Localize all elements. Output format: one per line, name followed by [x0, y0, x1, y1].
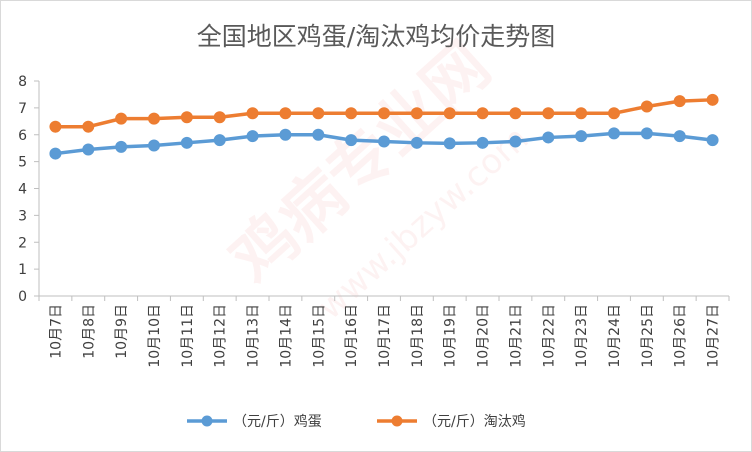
- data-point-series-1: [410, 136, 423, 149]
- x-tick-label: 10月16日: [344, 304, 360, 368]
- data-point-series-2: [509, 107, 522, 120]
- data-point-series-2: [706, 93, 719, 106]
- data-point-series-1: [115, 140, 128, 153]
- data-point-series-2: [410, 107, 423, 120]
- data-point-series-2: [115, 112, 128, 125]
- data-point-series-2: [476, 107, 489, 120]
- data-point-series-2: [279, 107, 292, 120]
- x-tick-label: 10月14日: [278, 304, 294, 368]
- y-tick-label: 6: [18, 128, 27, 144]
- y-tick-label: 3: [18, 208, 27, 224]
- x-tick-label: 10月13日: [246, 304, 262, 368]
- legend-swatch-marker-2: [391, 415, 403, 427]
- y-tick-label: 4: [18, 182, 27, 198]
- y-tick-label: 5: [18, 155, 27, 171]
- y-tick-label: 0: [18, 289, 27, 305]
- data-point-series-2: [180, 111, 193, 124]
- data-point-series-1: [640, 127, 653, 140]
- x-tick-label: 10月9日: [114, 304, 130, 359]
- data-point-series-2: [443, 107, 456, 120]
- plot-area: 0 1 2 3 4 5 6 7 8 10月7日 10月8日 10月9日 10月10日 10月11日 10月1…: [18, 74, 730, 368]
- data-point-series-2: [608, 107, 620, 120]
- data-point-series-1: [575, 130, 588, 143]
- data-point-series-1: [345, 134, 358, 147]
- y-tick-label: 2: [18, 235, 27, 251]
- legend-label-1: （元/斤）鸡蛋: [233, 413, 322, 430]
- data-point-series-2: [575, 107, 588, 120]
- data-point-series-2: [246, 107, 259, 120]
- legend-swatch-marker-1: [201, 415, 213, 427]
- data-point-series-2: [49, 120, 62, 133]
- data-point-series-1: [378, 135, 390, 148]
- data-point-series-1: [82, 143, 95, 156]
- data-point-series-2: [542, 107, 555, 120]
- y-tick-label: 1: [18, 262, 27, 278]
- x-tick-label: 10月22日: [541, 304, 557, 368]
- data-point-series-1: [279, 128, 292, 141]
- data-point-series-1: [213, 134, 226, 147]
- data-point-series-2: [312, 107, 325, 120]
- data-point-series-1: [246, 130, 259, 143]
- x-tick-label: 10月25日: [640, 304, 656, 368]
- data-point-series-1: [673, 130, 686, 143]
- watermark: 鸡病专业网 www.jbzyw.com: [217, 29, 536, 328]
- data-point-series-2: [345, 107, 358, 120]
- legend-label-2: （元/斤）淘汰鸡: [423, 413, 526, 430]
- data-point-series-1: [148, 139, 160, 152]
- x-tick-label: 10月26日: [673, 304, 689, 368]
- x-tick-label: 10月21日: [508, 304, 524, 368]
- data-point-series-2: [640, 100, 653, 113]
- data-point-series-1: [608, 127, 620, 140]
- y-tick-label: 8: [18, 74, 27, 90]
- data-point-series-1: [180, 136, 193, 149]
- data-point-series-1: [509, 135, 522, 148]
- x-tick-label: 10月8日: [81, 304, 97, 359]
- x-tick-label: 10月10日: [147, 304, 163, 368]
- data-point-series-1: [476, 136, 489, 149]
- chart-title: 全国地区鸡蛋/淘汰鸡均价走势图: [197, 22, 555, 51]
- data-point-series-2: [378, 107, 390, 120]
- data-point-series-1: [312, 128, 325, 141]
- data-point-series-2: [148, 112, 160, 125]
- y-tick-label: 7: [18, 101, 27, 117]
- x-tick-label: 10月7日: [48, 304, 64, 359]
- legend: （元/斤）鸡蛋 （元/斤）淘汰鸡: [187, 413, 526, 430]
- x-tick-label: 10月12日: [213, 304, 229, 368]
- x-tick-label: 10月15日: [311, 304, 327, 368]
- x-tick-label: 10月27日: [706, 304, 722, 368]
- data-point-series-2: [82, 120, 95, 133]
- x-tick-label: 10月20日: [476, 304, 492, 368]
- x-tick-label: 10月23日: [574, 304, 590, 368]
- data-point-series-1: [443, 137, 456, 150]
- data-point-series-1: [49, 147, 62, 160]
- data-point-series-2: [213, 111, 226, 124]
- data-point-series-1: [542, 131, 555, 144]
- data-point-series-1: [706, 134, 719, 147]
- x-tick-label: 10月17日: [377, 304, 393, 368]
- data-point-series-2: [673, 95, 686, 108]
- x-tick-label: 10月19日: [443, 304, 459, 368]
- x-tick-label: 10月11日: [180, 304, 196, 368]
- x-tick-label: 10月24日: [607, 304, 623, 368]
- x-tick-label: 10月18日: [410, 304, 426, 368]
